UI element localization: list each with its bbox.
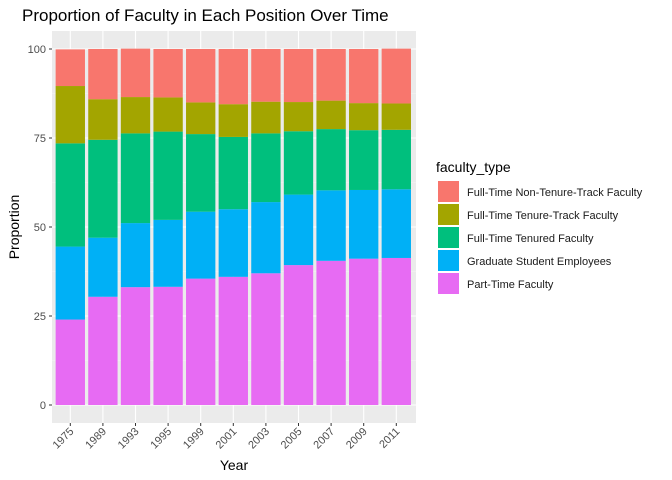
bar-segment [153,286,183,405]
bar-segment [251,49,281,102]
legend-items: Full-Time Non-Tenure-Track Faculty Full-T… [438,181,643,294]
bar-segment [349,189,379,259]
x-tick-label: 1975 [51,426,77,452]
bar-segment [283,194,314,266]
bar-segment [283,131,314,195]
y-tick-label: 75 [34,133,46,145]
y-tick-label: 100 [28,44,46,56]
bar-segment [186,211,216,279]
x-tick-label: 1993 [116,426,142,452]
bar-segment [153,131,183,220]
legend-key [438,227,459,248]
legend-label: Full-Time Non-Tenure-Track Faculty [467,187,643,199]
legend-label: Full-Time Tenure-Track Faculty [467,210,619,222]
bar-segment [218,136,248,210]
bar-segment [218,49,248,105]
bar-segment [316,49,346,101]
legend-key [438,273,459,294]
y-tick-label: 25 [34,311,46,323]
x-tick-label: 2005 [279,426,305,452]
bar-segment [283,102,314,132]
x-tick-label: 1989 [83,426,109,452]
x-tick-label: 2001 [214,426,240,452]
legend-label: Graduate Student Employees [467,256,612,268]
bar-segment [186,278,216,405]
legend-key [438,181,459,202]
x-tick-label: 2009 [344,426,370,452]
bar-segment [55,246,85,320]
bar-segment [186,134,216,212]
bar-segment [381,257,411,405]
bar-segment [349,49,379,104]
bar-segment [88,296,118,405]
legend-title: faculty_type [436,159,511,175]
x-tick-label: 2007 [311,426,337,452]
legend-key [438,204,459,225]
bar-segment [251,273,281,405]
bars [55,48,411,405]
bar-segment [218,276,248,405]
bar-segment [120,223,151,288]
bar-segment [283,49,314,103]
bar-segment [349,103,379,131]
bar-segment [349,130,379,190]
x-tick-label: 2011 [377,426,402,451]
y-axis-label: Proportion [6,195,22,260]
bar-segment [55,49,85,87]
legend-label: Full-Time Tenured Faculty [467,233,594,245]
bar-segment [153,97,183,132]
bar-segment [88,139,118,238]
x-tick-label: 1999 [181,426,207,452]
bar-segment [381,103,411,130]
bar-segment [55,143,85,247]
x-axis-ticks: 1975 1989 1993 1995 1999 2001 2003 2005 2007 2009… [51,423,402,452]
bar-segment [251,133,281,203]
bar-segment [251,101,281,134]
bar-segment [316,190,346,261]
bar-segment [316,129,346,191]
y-axis-ticks: 0 25 50 75 100 [28,44,52,412]
bar-segment [186,49,216,103]
legend-key [438,250,459,271]
bar-segment [88,237,118,297]
bar-segment [381,48,411,104]
bar-segment [218,209,248,277]
x-tick-label: 2003 [246,426,272,452]
y-tick-label: 0 [40,400,46,412]
chart-title: Proportion of Faculty in Each Position O… [22,6,389,25]
bar-segment [186,102,216,135]
bar-segment [120,48,151,98]
bar-segment [153,49,183,98]
bar-segment [88,99,118,140]
legend: faculty_type Full-Time Non-Tenure-Track … [436,159,643,294]
legend-label: Part-Time Faculty [467,279,554,291]
bar-segment [120,133,151,224]
bar-segment [251,202,281,274]
bar-segment [316,100,346,130]
bar-segment [218,104,248,137]
bar-segment [153,219,183,287]
x-tick-label: 1995 [148,426,174,452]
bar-segment [55,319,85,405]
bar-segment [88,49,118,100]
bar-segment [381,129,411,190]
bar-segment [120,287,151,405]
y-tick-label: 50 [34,222,46,234]
bar-segment [120,97,151,134]
bar-segment [381,189,411,258]
bar-segment [349,258,379,405]
bar-segment [55,86,85,144]
bar-segment [316,260,346,405]
bar-segment [283,265,314,405]
x-axis-label: Year [220,457,249,473]
